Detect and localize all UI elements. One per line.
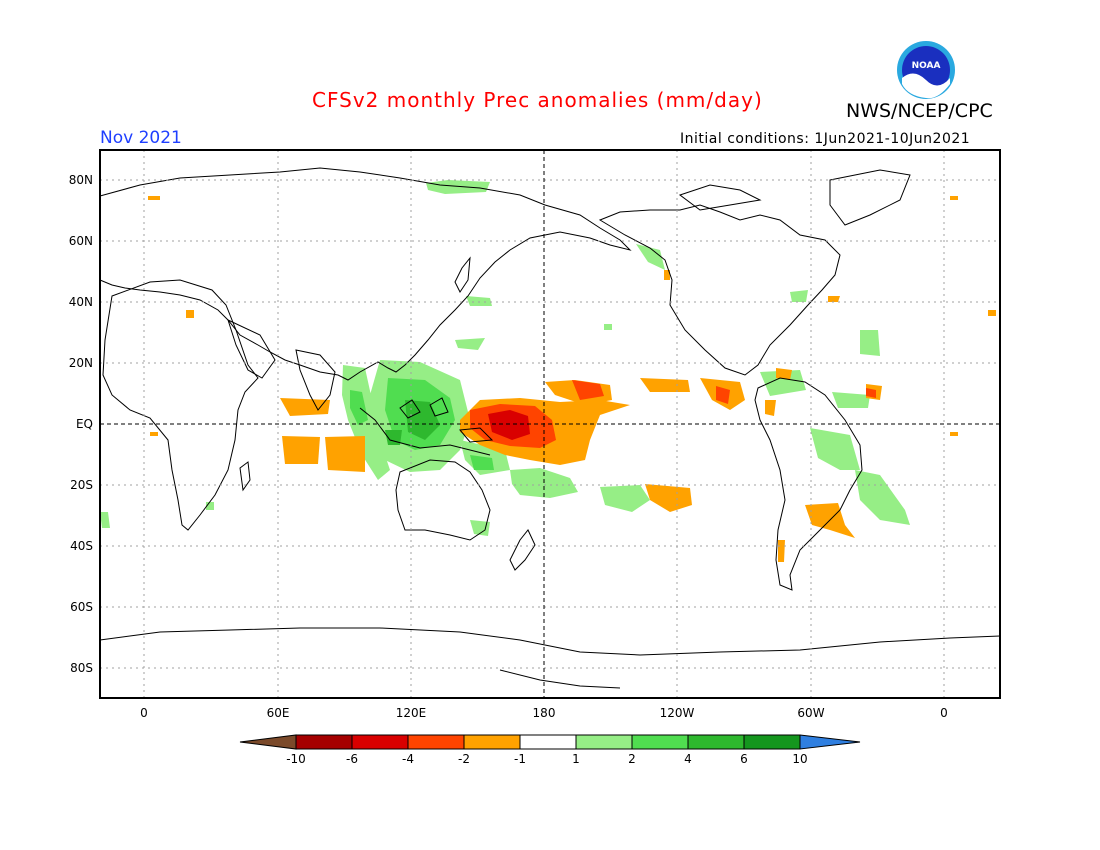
lon-label: 120E xyxy=(396,706,427,720)
lon-label: 60W xyxy=(797,706,824,720)
antarctica-outline xyxy=(99,627,1001,656)
lat-label: 20S xyxy=(70,478,93,492)
forecast-month-label: Nov 2021 xyxy=(100,128,182,148)
madagascar-outline xyxy=(239,461,251,492)
reference-lines xyxy=(100,150,1000,698)
map-frame xyxy=(99,149,1001,699)
colorbar-segment xyxy=(575,734,633,750)
colorbar-tick-label: -10 xyxy=(286,752,306,766)
colorbar-arrow-high xyxy=(799,734,861,750)
arabia-outline xyxy=(227,319,276,379)
lat-label: 40N xyxy=(69,295,93,309)
lon-label: 0 xyxy=(940,706,948,720)
chart-title: CFSv2 monthly Prec anomalies (mm/day) xyxy=(312,88,763,112)
colorbar-tick-label: 6 xyxy=(740,752,748,766)
colorbar xyxy=(239,734,861,750)
colorbar-tick-label: 1 xyxy=(572,752,580,766)
colorbar-tick-label: -4 xyxy=(402,752,414,766)
initial-conditions-label: Initial conditions: 1Jun2021-10Jun2021 xyxy=(680,131,971,147)
colorbar-segment xyxy=(519,734,577,750)
latitude-labels: 80N 60N 40N 20N EQ 20S 40S 60S 80S xyxy=(69,173,93,675)
noaa-logo-text: NOAA xyxy=(912,61,941,71)
anomaly-shading xyxy=(100,180,996,562)
lon-label: 120W xyxy=(660,706,695,720)
india-outline xyxy=(295,349,336,411)
lat-label: 80N xyxy=(69,173,93,187)
colorbar-segment xyxy=(351,734,409,750)
south-america-outline xyxy=(754,377,863,591)
longitude-labels: 0 60E 120E 180 120W 60W 0 xyxy=(140,706,948,720)
colorbar-tick-label: 4 xyxy=(684,752,692,766)
lat-label: 80S xyxy=(70,661,93,675)
japan-outline xyxy=(454,256,471,293)
lat-label: 20N xyxy=(69,356,93,370)
colorbar-segment xyxy=(631,734,689,750)
lat-label: 60S xyxy=(70,600,93,614)
greenland-outline xyxy=(829,169,911,226)
colorbar-segment xyxy=(407,734,465,750)
lon-label: 0 xyxy=(140,706,148,720)
lat-label: EQ xyxy=(76,417,93,431)
lon-label: 60E xyxy=(267,706,290,720)
australia-outline xyxy=(395,459,491,541)
colorbar-tick-label: -6 xyxy=(346,752,358,766)
noaa-logo: NOAA xyxy=(897,41,955,99)
colorbar-segment xyxy=(463,734,521,750)
colorbar-segment xyxy=(295,734,353,750)
colorbar-tick-label: -1 xyxy=(514,752,526,766)
arctic-islands xyxy=(678,184,762,211)
lat-label: 60N xyxy=(69,234,93,248)
eurasia-outline xyxy=(99,167,632,381)
africa-outline xyxy=(102,279,259,531)
colorbar-segment xyxy=(687,734,745,750)
new-zealand-outline xyxy=(509,529,536,571)
grid-lines xyxy=(100,150,1000,698)
lon-label: 180 xyxy=(533,706,556,720)
colorbar-tick-labels: -10 -6 -4 -2 -1 1 2 4 6 10 xyxy=(286,752,807,766)
colorbar-tick-label: 10 xyxy=(792,752,807,766)
colorbar-tick-label: -2 xyxy=(458,752,470,766)
colorbar-segment xyxy=(743,734,801,750)
colorbar-tick-label: 2 xyxy=(628,752,636,766)
indonesia-outline xyxy=(359,407,491,456)
lat-label: 40S xyxy=(70,539,93,553)
continent-outlines xyxy=(99,167,1001,689)
colorbar-arrow-low xyxy=(239,734,297,750)
agency-label: NWS/NCEP/CPC xyxy=(846,100,993,122)
